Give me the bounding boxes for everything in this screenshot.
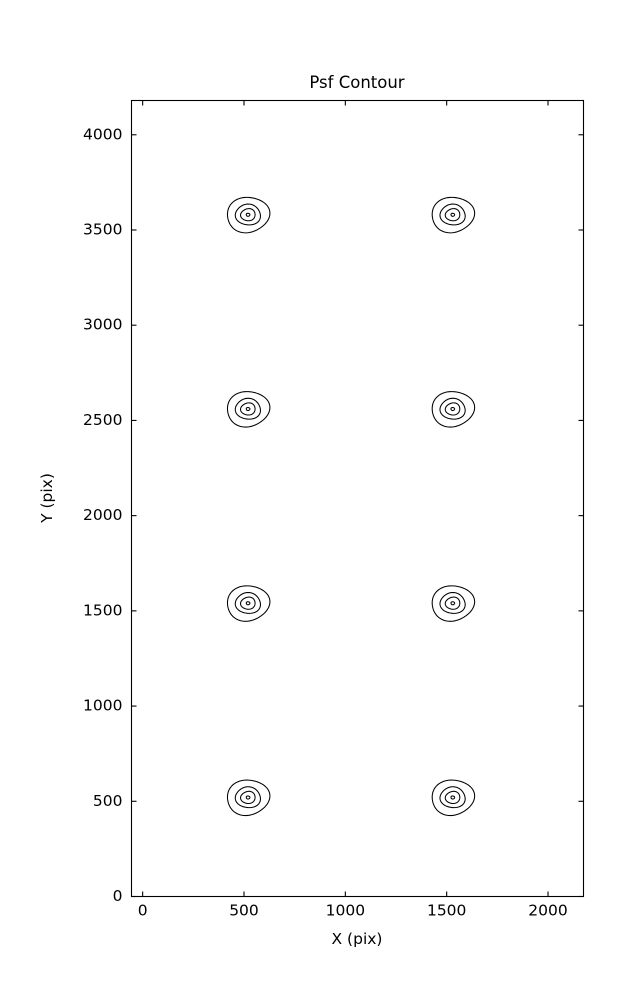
contour-level <box>444 402 461 416</box>
contour-level <box>450 601 456 606</box>
contour-level <box>431 779 476 817</box>
contour-level <box>245 601 251 606</box>
contour-level <box>234 397 261 420</box>
y-axis-label: Y (pix) <box>38 473 56 524</box>
x-tick-label: 2000 <box>528 902 567 920</box>
contour-level <box>234 591 261 614</box>
axes-border <box>130 99 585 898</box>
y-tick-label: 2500 <box>83 411 122 429</box>
x-tick-label: 1000 <box>326 902 365 920</box>
tick-marks <box>131 100 584 898</box>
x-tick-label: 0 <box>138 902 148 920</box>
contour-level <box>245 406 251 412</box>
contour-level <box>450 212 456 217</box>
contour-level <box>431 196 476 234</box>
x-axis-label: X (pix) <box>332 930 383 948</box>
y-tick-label: 1000 <box>83 697 122 715</box>
contour-level <box>240 402 256 416</box>
contour-level <box>439 203 466 226</box>
page-title: Psf Contour <box>309 73 404 92</box>
contour-level <box>450 406 456 412</box>
contour-level <box>226 391 271 428</box>
y-tick-label: 0 <box>113 887 123 905</box>
y-tick-label: 2000 <box>83 506 122 524</box>
contour-level <box>444 790 461 805</box>
contour-series <box>226 196 476 817</box>
contour-level <box>234 786 261 809</box>
contour-level <box>240 596 256 610</box>
contour-level <box>439 591 466 614</box>
contour-level <box>450 795 456 800</box>
contour-level <box>234 203 261 226</box>
contour-level <box>431 585 476 622</box>
contour-level <box>226 196 271 234</box>
contour-level <box>240 790 256 805</box>
contour-level <box>439 786 466 809</box>
x-tick-label: 500 <box>229 902 259 920</box>
y-tick-label: 3000 <box>83 316 122 334</box>
y-tick-label: 4000 <box>83 125 122 143</box>
contour-level <box>245 212 251 217</box>
contour-level <box>240 208 256 222</box>
contour-level <box>245 795 251 800</box>
x-tick-label: 1500 <box>427 902 466 920</box>
y-tick-label: 1500 <box>83 601 122 619</box>
tick-labels: 0 500 1000 1500 2000 0 500 1000 1500 2000 2500 3000… <box>83 125 568 919</box>
y-tick-label: 500 <box>93 792 123 810</box>
contour-level <box>226 779 271 817</box>
contour-level <box>444 596 461 610</box>
contour-level <box>431 391 476 428</box>
contour-level <box>226 585 271 622</box>
axes-frame <box>130 99 585 898</box>
contour-level <box>444 208 461 222</box>
y-tick-label: 3500 <box>83 220 122 238</box>
contour-level <box>439 397 466 420</box>
